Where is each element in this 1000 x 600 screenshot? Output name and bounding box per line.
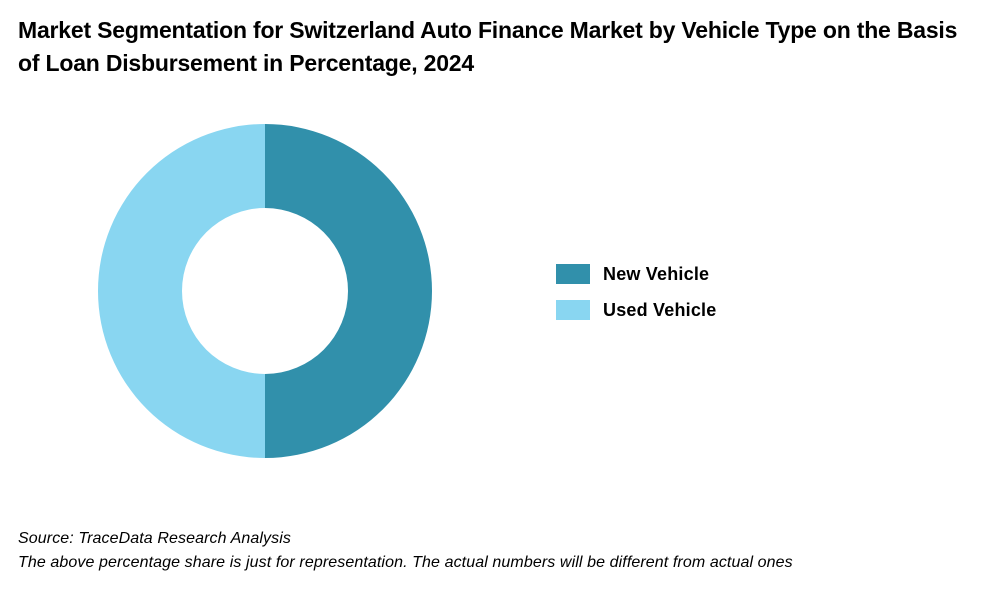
chart-legend: New Vehicle Used Vehicle bbox=[556, 262, 716, 334]
legend-swatch-new-vehicle bbox=[556, 264, 590, 284]
legend-label-new-vehicle: New Vehicle bbox=[603, 263, 710, 284]
legend-label-used-vehicle: Used Vehicle bbox=[603, 299, 717, 320]
legend-item-new-vehicle: New Vehicle bbox=[556, 262, 716, 286]
donut-slice-new-vehicle bbox=[265, 124, 432, 458]
legend-swatch-used-vehicle bbox=[556, 300, 590, 320]
chart-title: Market Segmentation for Switzerland Auto… bbox=[18, 17, 958, 76]
donut-slice-used-vehicle bbox=[98, 124, 265, 458]
legend-item-used-vehicle: Used Vehicle bbox=[556, 298, 716, 322]
chart-footnotes: Source: TraceData Research Analysis The … bbox=[18, 527, 793, 575]
donut-slices bbox=[98, 124, 432, 458]
disclaimer-note: The above percentage share is just for r… bbox=[18, 554, 793, 571]
source-note: Source: TraceData Research Analysis bbox=[18, 530, 291, 547]
